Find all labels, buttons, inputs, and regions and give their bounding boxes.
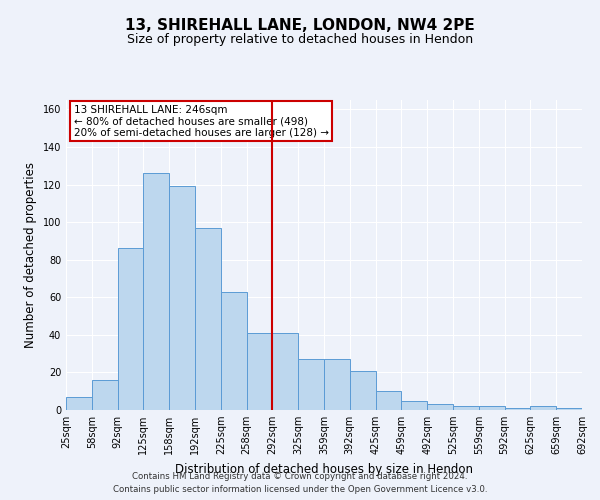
Bar — [169, 186, 195, 410]
Y-axis label: Number of detached properties: Number of detached properties — [24, 162, 37, 348]
Text: Size of property relative to detached houses in Hendon: Size of property relative to detached ho… — [127, 32, 473, 46]
Bar — [453, 406, 479, 410]
Bar — [195, 228, 221, 410]
Bar — [92, 380, 118, 410]
Text: 13 SHIREHALL LANE: 246sqm
← 80% of detached houses are smaller (498)
20% of semi: 13 SHIREHALL LANE: 246sqm ← 80% of detac… — [74, 104, 329, 138]
Bar — [505, 408, 530, 410]
Text: Contains HM Land Registry data © Crown copyright and database right 2024.: Contains HM Land Registry data © Crown c… — [132, 472, 468, 481]
Bar — [247, 333, 272, 410]
Bar — [66, 397, 92, 410]
Bar — [221, 292, 247, 410]
Bar — [556, 408, 582, 410]
Text: 13, SHIREHALL LANE, LONDON, NW4 2PE: 13, SHIREHALL LANE, LONDON, NW4 2PE — [125, 18, 475, 32]
Bar — [401, 400, 427, 410]
Bar — [530, 406, 556, 410]
X-axis label: Distribution of detached houses by size in Hendon: Distribution of detached houses by size … — [175, 462, 473, 475]
Text: Contains public sector information licensed under the Open Government Licence v3: Contains public sector information licen… — [113, 485, 487, 494]
Bar — [479, 406, 505, 410]
Bar — [298, 360, 324, 410]
Bar — [427, 404, 453, 410]
Bar — [118, 248, 143, 410]
Bar — [350, 370, 376, 410]
Bar — [324, 360, 350, 410]
Bar — [272, 333, 298, 410]
Bar — [376, 391, 401, 410]
Bar — [143, 174, 169, 410]
